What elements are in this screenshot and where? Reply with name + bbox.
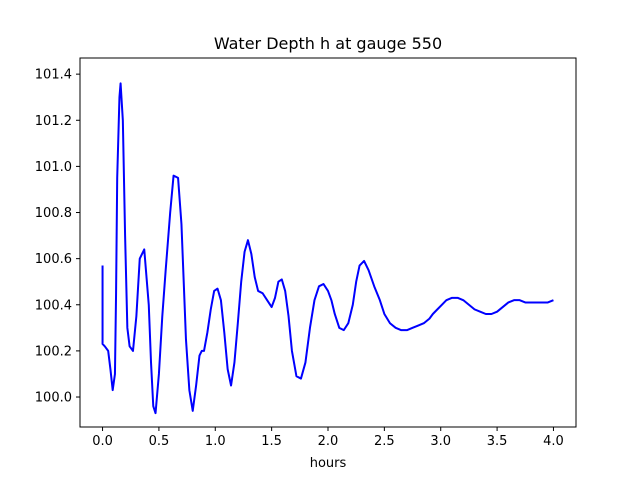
x-tick-label: 2.5	[374, 434, 395, 449]
y-tick-label: 100.0	[35, 391, 72, 406]
x-tick-label: 1.5	[261, 434, 282, 449]
x-axis-label: hours	[310, 456, 347, 471]
x-tick-label: 4.0	[543, 434, 564, 449]
y-tick-label: 100.2	[35, 344, 72, 359]
x-tick-label: 0.5	[149, 434, 170, 449]
series-line-0	[101, 82, 554, 415]
x-tick-label: 2.0	[318, 434, 339, 449]
chart-title: Water Depth h at gauge 550	[214, 34, 442, 53]
y-tick-label: 100.6	[35, 252, 72, 267]
plot-area	[79, 57, 577, 428]
x-tick-label: 3.0	[430, 434, 451, 449]
y-axis-ticks: 100.0 100.2 100.4 100.6 100.8 101.0 101.2 101.4	[35, 68, 80, 406]
x-tick-label: 3.5	[487, 434, 508, 449]
y-tick-label: 100.4	[35, 298, 72, 313]
y-tick-label: 100.8	[35, 206, 72, 221]
y-tick-label: 101.2	[35, 114, 72, 129]
x-tick-label: 0.0	[92, 434, 113, 449]
x-tick-label: 1.0	[205, 434, 226, 449]
x-axis-ticks: 0.0 0.5 1.0 1.5 2.0 2.5 3.0 3.5 4.0	[92, 427, 564, 449]
y-tick-label: 101.4	[35, 68, 72, 83]
axes-frame	[79, 57, 577, 428]
y-tick-label: 101.0	[35, 160, 72, 175]
